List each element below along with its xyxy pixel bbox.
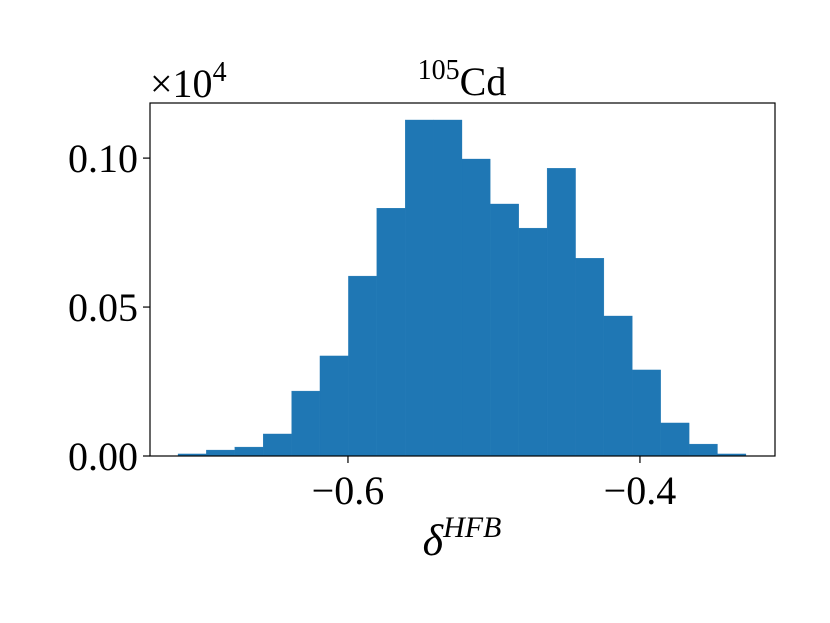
- bar: [546, 168, 576, 457]
- title-text: Cd: [460, 59, 507, 104]
- y-tick-label: 0.05: [68, 285, 138, 330]
- bar: [405, 119, 434, 457]
- y-tick-label: 0.00: [68, 434, 138, 479]
- bar: [490, 203, 519, 457]
- bar: [262, 433, 292, 457]
- bar: [319, 355, 349, 457]
- x-axis-label: δHFB: [423, 511, 502, 565]
- y-offset-text: ×10: [150, 61, 213, 106]
- bar: [518, 227, 548, 457]
- xlabel-text: δ: [423, 516, 445, 565]
- y-tick-label: 0.10: [68, 136, 138, 181]
- x-tick-label: −0.4: [604, 468, 677, 513]
- bar: [234, 446, 264, 457]
- bar: [575, 258, 605, 457]
- bar: [376, 208, 406, 457]
- bar: [660, 422, 690, 457]
- axes-frame: [149, 102, 776, 457]
- chart-title: 105Cd: [418, 55, 507, 104]
- bar: [291, 390, 321, 457]
- x-tick-label: −0.6: [312, 468, 385, 513]
- bar: [632, 369, 661, 457]
- bar: [603, 315, 633, 457]
- bar: [206, 449, 235, 457]
- title-sup: 105: [418, 55, 460, 86]
- bar: [433, 119, 463, 457]
- y-offset: ×104: [150, 57, 227, 106]
- y-offset-sup: 4: [213, 57, 227, 88]
- xlabel-sup: HFB: [442, 511, 501, 544]
- bar: [461, 158, 491, 457]
- bar: [689, 443, 718, 457]
- bar: [348, 275, 377, 457]
